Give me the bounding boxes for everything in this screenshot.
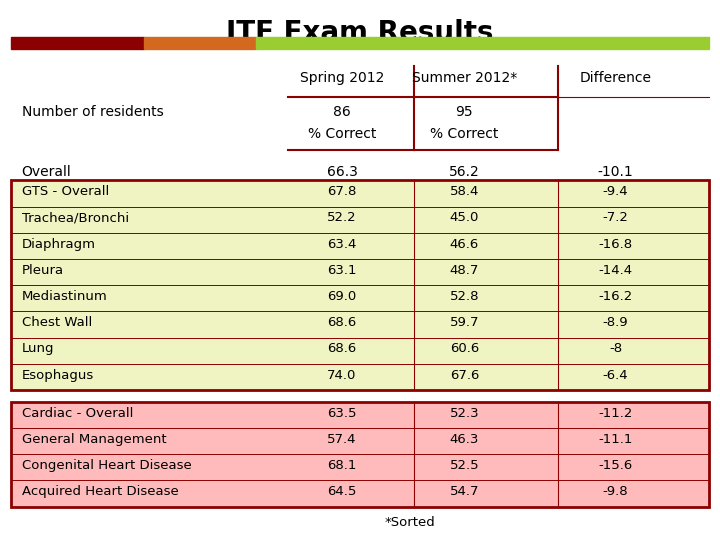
Text: 68.1: 68.1 bbox=[328, 459, 356, 472]
Text: Pleura: Pleura bbox=[22, 264, 64, 277]
Text: Cardiac - Overall: Cardiac - Overall bbox=[22, 407, 133, 420]
Text: 59.7: 59.7 bbox=[450, 316, 479, 329]
Text: -9.4: -9.4 bbox=[603, 185, 629, 198]
Text: 63.4: 63.4 bbox=[328, 238, 356, 251]
Text: 66.3: 66.3 bbox=[327, 165, 357, 179]
Text: -7.2: -7.2 bbox=[603, 212, 629, 225]
Text: 45.0: 45.0 bbox=[450, 212, 479, 225]
Text: 52.3: 52.3 bbox=[449, 407, 480, 420]
Text: GTS - Overall: GTS - Overall bbox=[22, 185, 109, 198]
Text: 95: 95 bbox=[456, 105, 473, 119]
Text: Trachea/Bronchi: Trachea/Bronchi bbox=[22, 212, 129, 225]
Text: -16.2: -16.2 bbox=[598, 290, 633, 303]
Text: 63.1: 63.1 bbox=[328, 264, 356, 277]
Text: 56.2: 56.2 bbox=[449, 165, 480, 179]
Text: 58.4: 58.4 bbox=[450, 185, 479, 198]
Text: % Correct: % Correct bbox=[308, 127, 376, 141]
Bar bbox=[11, 402, 709, 507]
Text: -10.1: -10.1 bbox=[598, 165, 634, 179]
Text: 63.5: 63.5 bbox=[328, 407, 356, 420]
Text: 74.0: 74.0 bbox=[328, 369, 356, 382]
Text: 52.5: 52.5 bbox=[449, 459, 480, 472]
Text: 64.5: 64.5 bbox=[328, 485, 356, 498]
Text: 60.6: 60.6 bbox=[450, 342, 479, 355]
Text: Lung: Lung bbox=[22, 342, 54, 355]
Text: Mediastinum: Mediastinum bbox=[22, 290, 107, 303]
Text: -9.8: -9.8 bbox=[603, 485, 629, 498]
Text: 68.6: 68.6 bbox=[328, 342, 356, 355]
Text: General Management: General Management bbox=[22, 433, 166, 446]
Text: 57.4: 57.4 bbox=[328, 433, 356, 446]
Text: ITE Exam Results: ITE Exam Results bbox=[226, 19, 494, 47]
Text: Diaphragm: Diaphragm bbox=[22, 238, 96, 251]
Text: Esophagus: Esophagus bbox=[22, 369, 94, 382]
Text: 46.3: 46.3 bbox=[450, 433, 479, 446]
Text: -11.1: -11.1 bbox=[598, 433, 633, 446]
Bar bbox=[144, 37, 256, 49]
Text: -16.8: -16.8 bbox=[598, 238, 633, 251]
Text: Number of residents: Number of residents bbox=[22, 105, 163, 119]
Text: 67.8: 67.8 bbox=[328, 185, 356, 198]
Text: Congenital Heart Disease: Congenital Heart Disease bbox=[22, 459, 192, 472]
Text: 52.2: 52.2 bbox=[327, 212, 357, 225]
Text: % Correct: % Correct bbox=[431, 127, 498, 141]
Bar bbox=[11, 37, 144, 49]
Bar bbox=[11, 180, 709, 390]
Text: -15.6: -15.6 bbox=[598, 459, 633, 472]
Text: 69.0: 69.0 bbox=[328, 290, 356, 303]
Text: -11.2: -11.2 bbox=[598, 407, 633, 420]
Text: Difference: Difference bbox=[580, 71, 652, 85]
Text: -8: -8 bbox=[609, 342, 622, 355]
Text: Acquired Heart Disease: Acquired Heart Disease bbox=[22, 485, 179, 498]
Bar bbox=[256, 37, 709, 49]
Text: -6.4: -6.4 bbox=[603, 369, 629, 382]
Text: 68.6: 68.6 bbox=[328, 316, 356, 329]
Text: -14.4: -14.4 bbox=[598, 264, 633, 277]
Text: 54.7: 54.7 bbox=[450, 485, 479, 498]
Text: 86: 86 bbox=[333, 105, 351, 119]
Text: *Sorted: *Sorted bbox=[385, 516, 436, 529]
Text: 46.6: 46.6 bbox=[450, 238, 479, 251]
Text: 67.6: 67.6 bbox=[450, 369, 479, 382]
Text: 48.7: 48.7 bbox=[450, 264, 479, 277]
Text: Overall: Overall bbox=[22, 165, 71, 179]
Text: Summer 2012*: Summer 2012* bbox=[412, 71, 517, 85]
Text: Chest Wall: Chest Wall bbox=[22, 316, 92, 329]
Text: -8.9: -8.9 bbox=[603, 316, 629, 329]
Text: 52.8: 52.8 bbox=[450, 290, 479, 303]
Text: Spring 2012: Spring 2012 bbox=[300, 71, 384, 85]
